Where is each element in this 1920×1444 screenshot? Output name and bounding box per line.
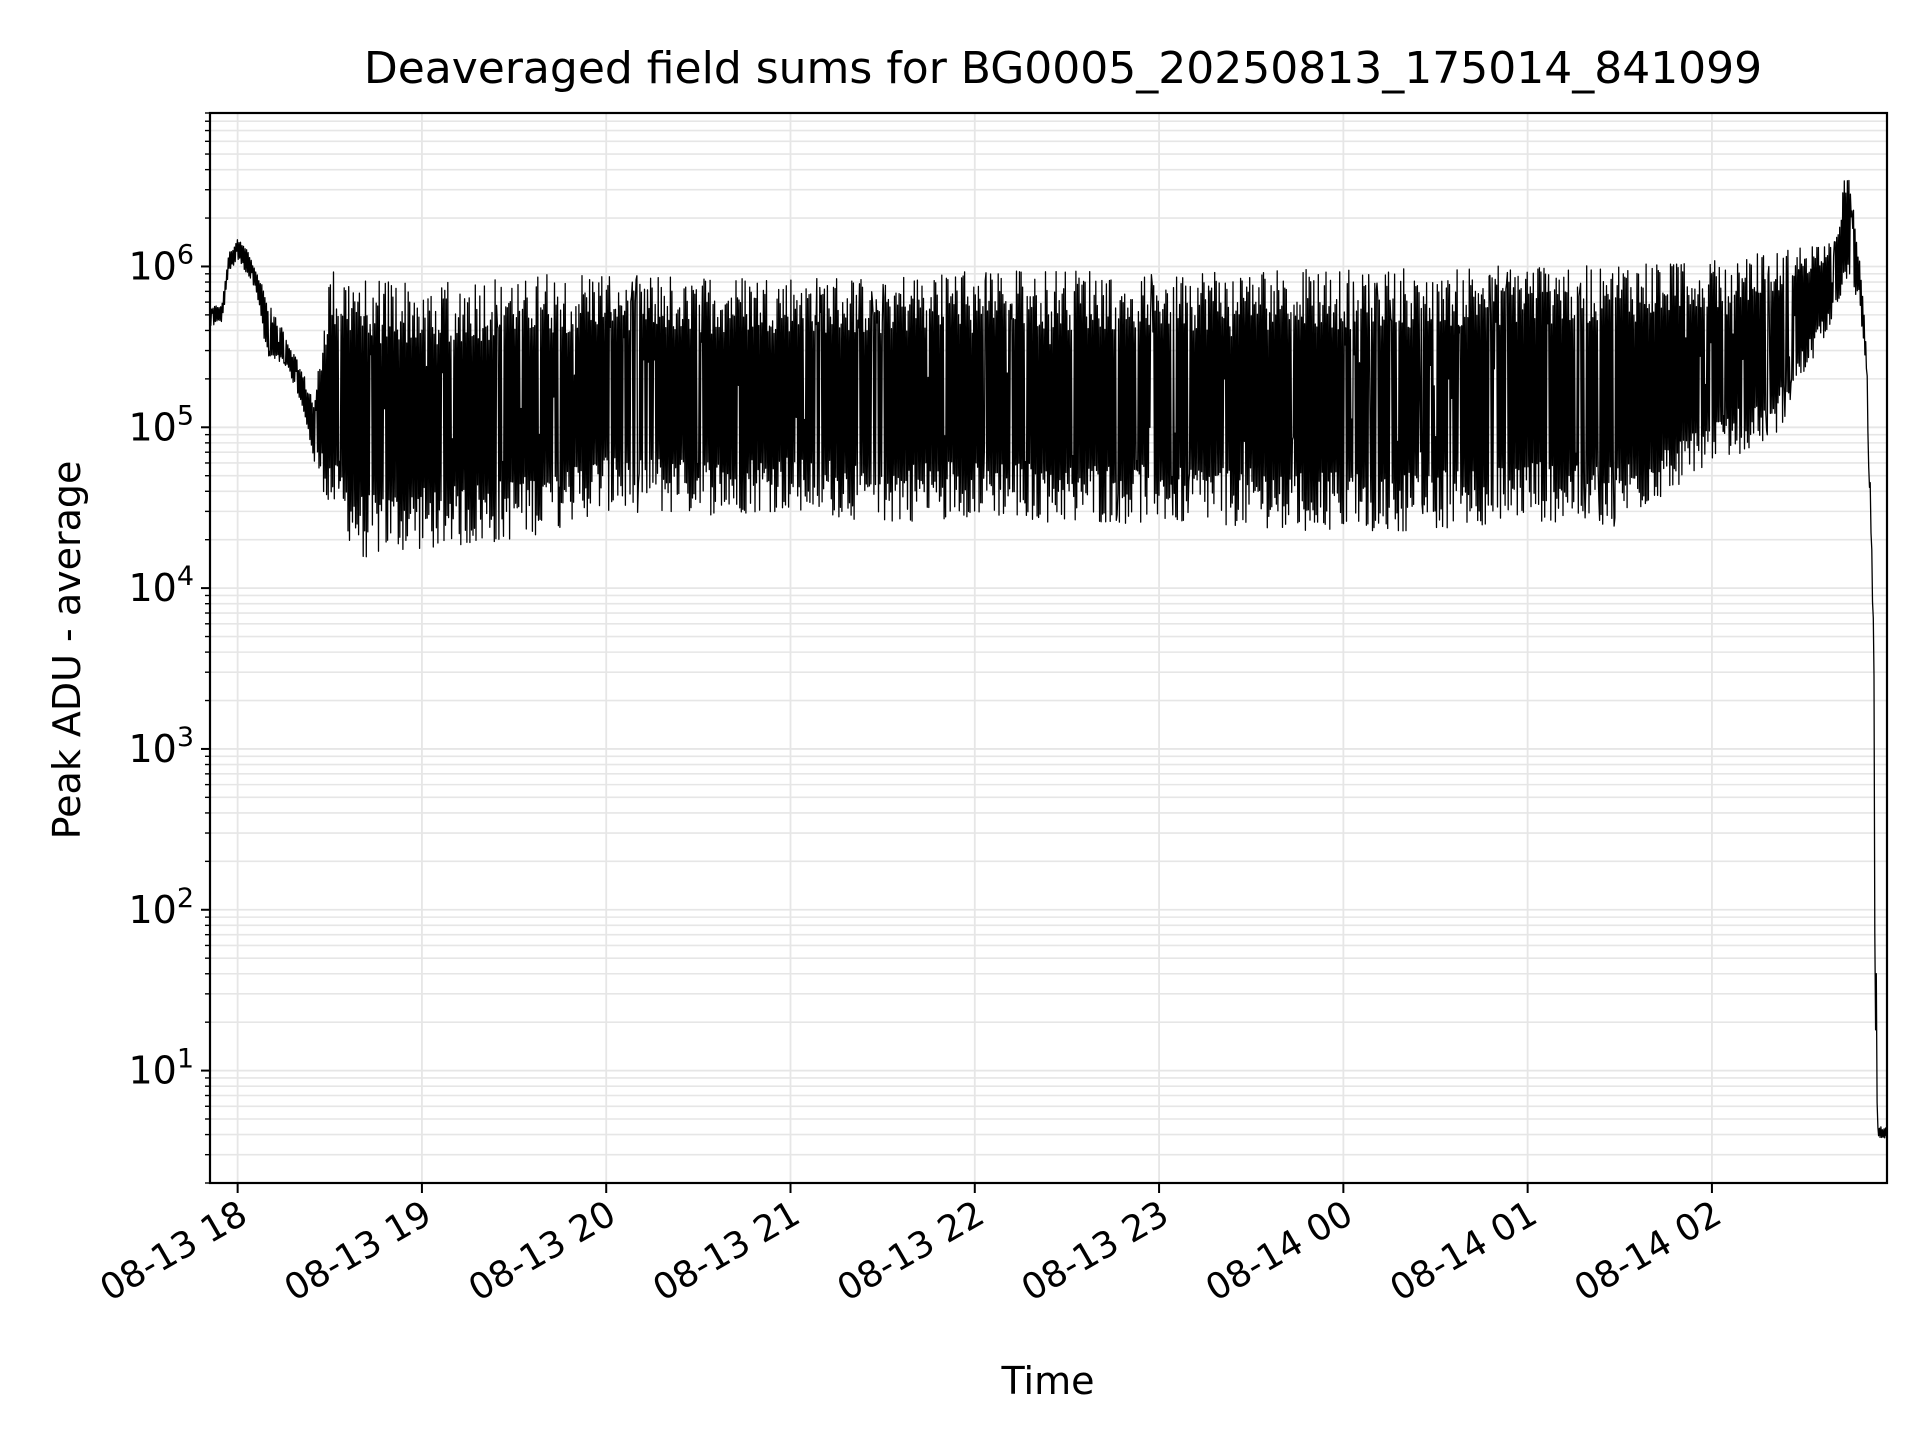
y-tick-label: 104 [128, 561, 194, 610]
y-tick-label: 106 [128, 239, 194, 288]
chart-title: Deaveraged field sums for BG0005_2025081… [364, 43, 1762, 94]
y-axis-label: Peak ADU - average [45, 461, 89, 840]
y-tick-label: 103 [128, 722, 194, 771]
y-tick-label: 101 [128, 1044, 194, 1093]
data-layer [209, 179, 1888, 1139]
series-line [209, 179, 1888, 1139]
y-tick-label: 102 [128, 883, 194, 932]
plot-frame [208, 111, 1889, 1185]
y-tick-label: 105 [128, 400, 194, 449]
x-axis-label: Time [1001, 1359, 1095, 1403]
